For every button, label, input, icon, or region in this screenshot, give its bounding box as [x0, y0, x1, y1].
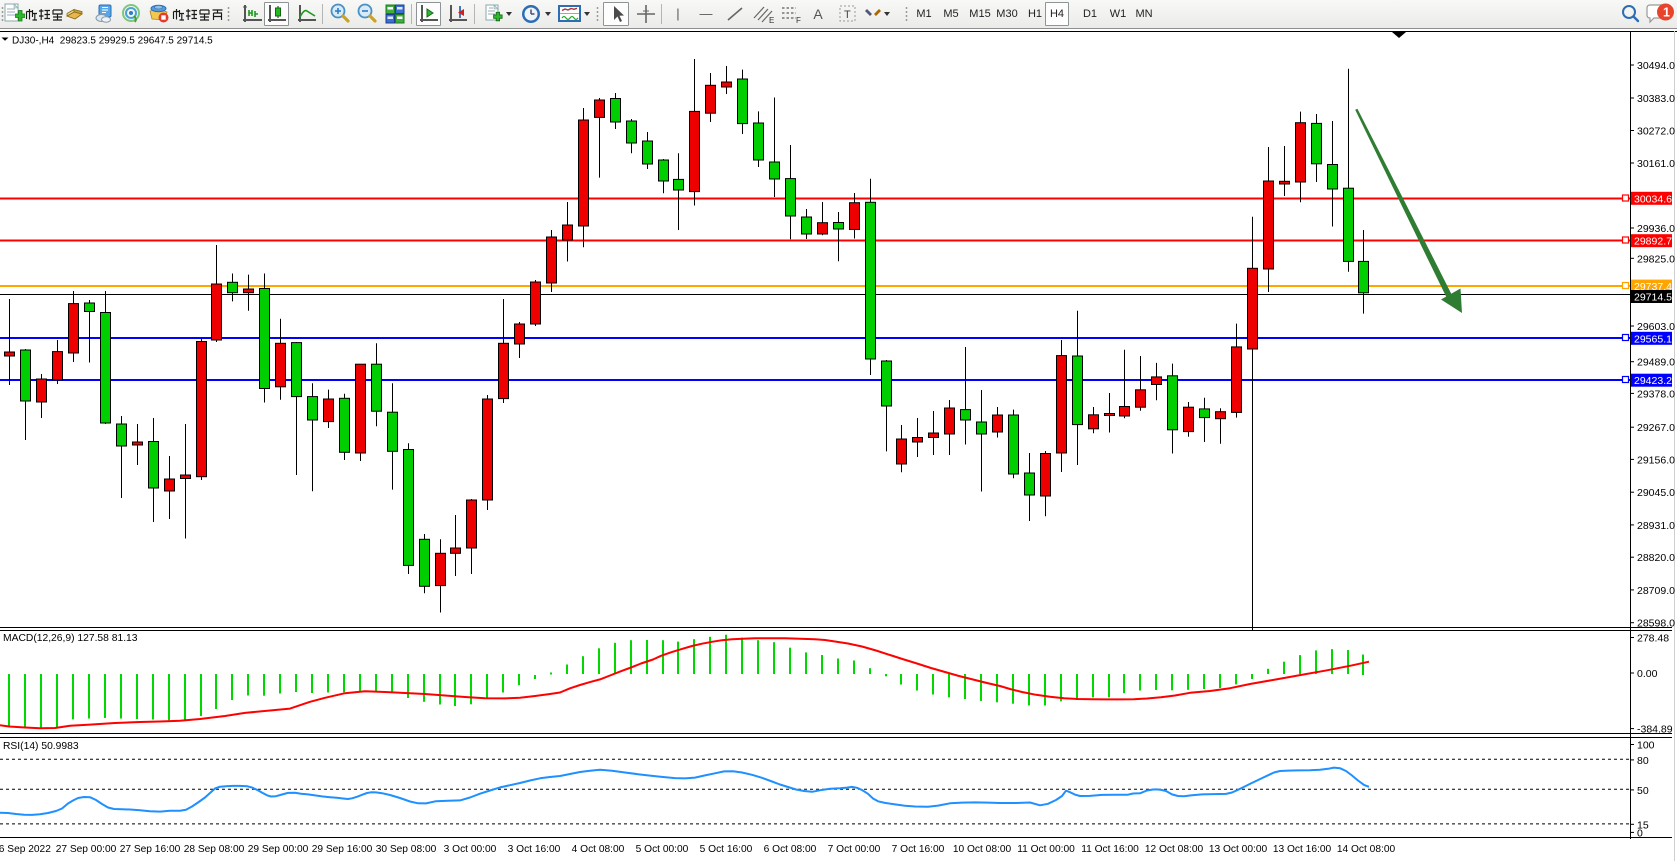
svg-text:7 Oct 16:00: 7 Oct 16:00	[892, 844, 945, 855]
svg-text:13 Oct 00:00: 13 Oct 00:00	[1209, 844, 1268, 855]
svg-text:29892.7: 29892.7	[1634, 236, 1672, 248]
svg-text:28 Sep 08:00: 28 Sep 08:00	[184, 844, 245, 855]
svg-text:30034.6: 30034.6	[1634, 193, 1672, 205]
svg-text:29603.0: 29603.0	[1637, 321, 1675, 333]
svg-text:50: 50	[1637, 785, 1649, 797]
svg-text:29045.0: 29045.0	[1637, 487, 1675, 499]
svg-text:29825.0: 29825.0	[1637, 253, 1675, 265]
svg-text:29378.0: 29378.0	[1637, 388, 1675, 400]
svg-text:28820.0: 28820.0	[1637, 552, 1675, 564]
svg-text:7 Oct 00:00: 7 Oct 00:00	[828, 844, 881, 855]
svg-text:29423.2: 29423.2	[1634, 375, 1672, 387]
svg-text:E: E	[769, 16, 774, 25]
svg-text:29714.5: 29714.5	[1634, 292, 1672, 304]
svg-text:29 Sep 00:00: 29 Sep 00:00	[248, 844, 309, 855]
svg-text:0: 0	[1637, 827, 1643, 839]
svg-text:30494.0: 30494.0	[1637, 60, 1675, 72]
svg-text:11 Oct 16:00: 11 Oct 16:00	[1081, 844, 1139, 855]
svg-text:29489.0: 29489.0	[1637, 357, 1675, 369]
svg-text:RSI(14) 50.9983: RSI(14) 50.9983	[3, 741, 79, 752]
svg-text:0.00: 0.00	[1637, 668, 1658, 680]
svg-text:6 Oct 08:00: 6 Oct 08:00	[764, 844, 817, 855]
svg-text:14 Oct 08:00: 14 Oct 08:00	[1337, 844, 1396, 855]
svg-text:30383.0: 30383.0	[1637, 93, 1675, 105]
svg-text:278.48: 278.48	[1637, 633, 1669, 645]
svg-text:5 Oct 16:00: 5 Oct 16:00	[700, 844, 753, 855]
svg-text:30161.0: 30161.0	[1637, 158, 1675, 170]
svg-text:11 Oct 00:00: 11 Oct 00:00	[1017, 844, 1075, 855]
svg-text:29267.0: 29267.0	[1637, 422, 1675, 434]
svg-text:80: 80	[1637, 755, 1649, 767]
svg-text:30272.0: 30272.0	[1637, 126, 1675, 138]
svg-text:1: 1	[1663, 6, 1670, 20]
svg-text:27 Sep 16:00: 27 Sep 16:00	[120, 844, 181, 855]
svg-text:12 Oct 08:00: 12 Oct 08:00	[1145, 844, 1204, 855]
svg-text:27 Sep 00:00: 27 Sep 00:00	[56, 844, 117, 855]
svg-text:29936.0: 29936.0	[1637, 223, 1675, 235]
svg-text:T: T	[844, 9, 851, 21]
svg-text:13 Oct 16:00: 13 Oct 16:00	[1273, 844, 1332, 855]
svg-text:3 Oct 00:00: 3 Oct 00:00	[444, 844, 497, 855]
svg-text:28598.0: 28598.0	[1637, 618, 1675, 630]
svg-text:30 Sep 08:00: 30 Sep 08:00	[376, 844, 437, 855]
svg-text:F: F	[796, 16, 801, 25]
svg-text:26 Sep 2022: 26 Sep 2022	[0, 844, 51, 855]
svg-text:29156.0: 29156.0	[1637, 454, 1675, 466]
svg-text:29565.1: 29565.1	[1634, 333, 1672, 345]
svg-text:28931.0: 28931.0	[1637, 520, 1675, 532]
svg-text:DJ30-,H4 29823.5 29929.5 2964: DJ30-,H4 29823.5 29929.5 29647.5 29714.5	[12, 36, 213, 47]
svg-text:5 Oct 00:00: 5 Oct 00:00	[636, 844, 689, 855]
svg-text:-384.89: -384.89	[1637, 724, 1673, 736]
svg-text:3 Oct 16:00: 3 Oct 16:00	[508, 844, 561, 855]
svg-text:29 Sep 16:00: 29 Sep 16:00	[312, 844, 373, 855]
svg-text:MACD(12,26,9) 127.58 81.13: MACD(12,26,9) 127.58 81.13	[3, 633, 138, 644]
svg-text:4 Oct 08:00: 4 Oct 08:00	[572, 844, 625, 855]
svg-text:15: 15	[1637, 819, 1649, 831]
svg-text:100: 100	[1637, 740, 1655, 752]
svg-text:10 Oct 08:00: 10 Oct 08:00	[953, 844, 1012, 855]
svg-text:28709.0: 28709.0	[1637, 585, 1675, 597]
